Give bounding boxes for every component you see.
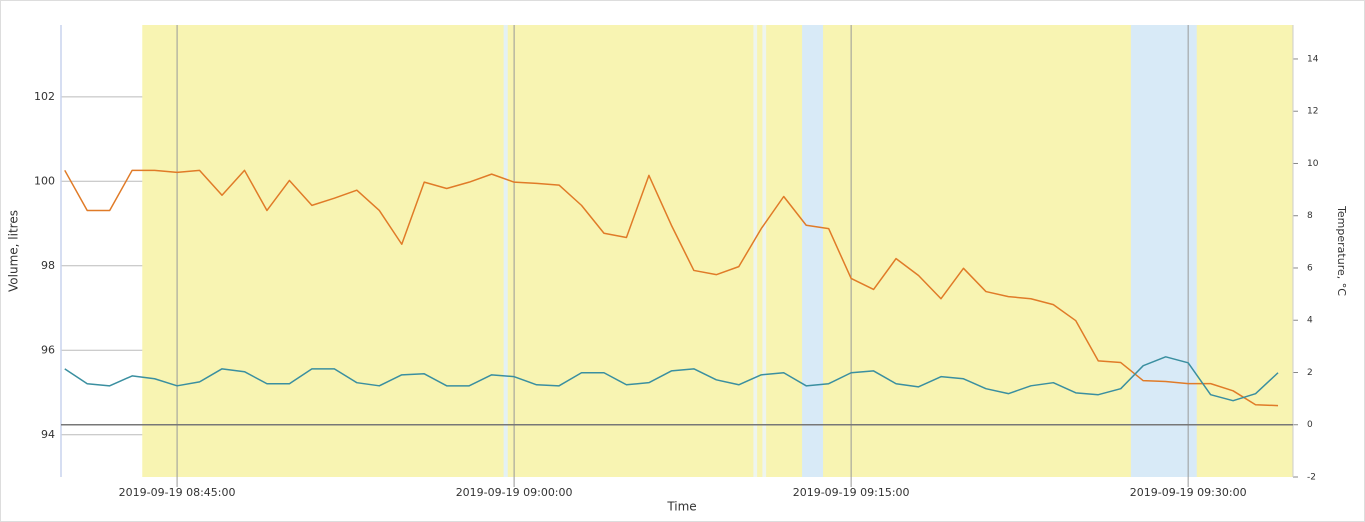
y-tick-label: 98 bbox=[41, 259, 55, 272]
highlight-band bbox=[503, 25, 508, 477]
highlight-band bbox=[142, 25, 1294, 477]
highlight-band bbox=[753, 25, 758, 477]
y2-tick-label: 8 bbox=[1307, 211, 1313, 221]
y2-tick-label: 6 bbox=[1307, 263, 1313, 273]
x-tick-label: 2019-09-19 09:30:00 bbox=[1130, 486, 1247, 499]
x-tick-label: 2019-09-19 08:45:00 bbox=[119, 486, 236, 499]
highlight-band bbox=[762, 25, 767, 477]
y2-tick-label: -2 bbox=[1307, 473, 1316, 483]
x-tick-label: 2019-09-19 09:00:00 bbox=[456, 486, 573, 499]
y-tick-label: 96 bbox=[41, 343, 55, 356]
y-tick-label: 94 bbox=[41, 428, 55, 441]
y2-tick-label: 10 bbox=[1307, 159, 1319, 169]
y-axis-title: Volume, litres bbox=[7, 210, 21, 292]
y2-axis-title: Temperature, °C bbox=[1335, 205, 1348, 296]
y2-tick-label: 12 bbox=[1307, 107, 1318, 117]
y2-tick-label: 14 bbox=[1307, 54, 1319, 64]
y2-tick-label: 2 bbox=[1307, 368, 1313, 378]
x-axis-title: Time bbox=[666, 500, 696, 514]
data-line bbox=[64, 169, 1279, 407]
highlight-band bbox=[802, 25, 824, 477]
y2-tick-label: 0 bbox=[1307, 420, 1313, 430]
y-tick-label: 102 bbox=[34, 90, 55, 103]
y2-tick-label: 4 bbox=[1307, 316, 1313, 326]
data-line bbox=[64, 356, 1279, 402]
y-tick-label: 100 bbox=[34, 174, 55, 187]
x-tick-label: 2019-09-19 09:15:00 bbox=[793, 486, 910, 499]
highlight-band bbox=[1130, 25, 1197, 477]
